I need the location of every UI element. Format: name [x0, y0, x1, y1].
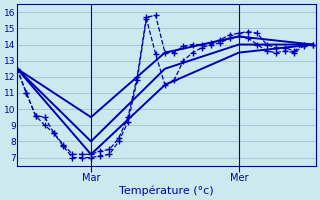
X-axis label: Température (°c): Température (°c): [119, 185, 214, 196]
